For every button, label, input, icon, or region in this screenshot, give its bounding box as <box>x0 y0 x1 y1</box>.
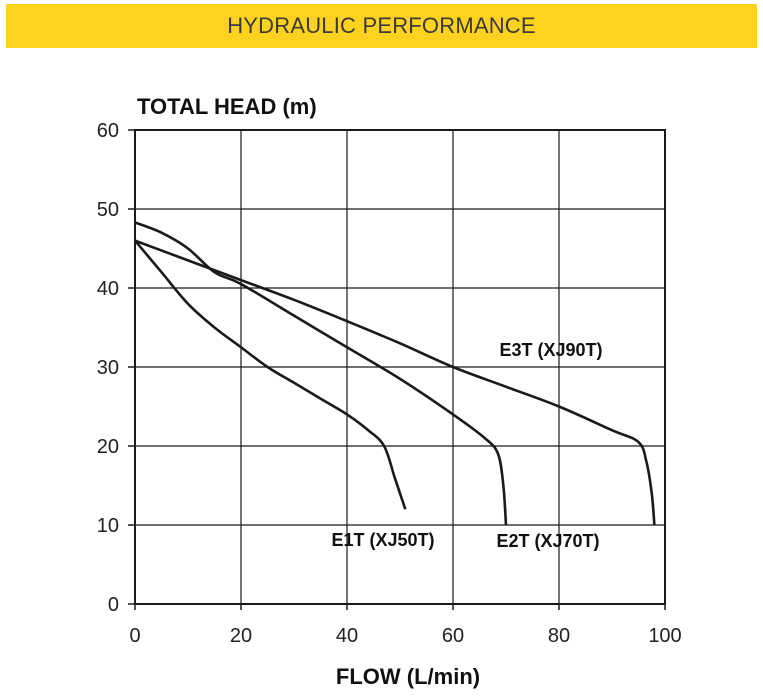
series-lines <box>134 221 656 526</box>
series-line-1 <box>134 239 407 510</box>
series-line-2 <box>134 221 508 526</box>
y-tick-label: 0 <box>108 594 119 616</box>
series-labels: E1T (XJ50T) E2T (XJ70T) E3T (XJ90T) <box>331 340 602 551</box>
x-tick-label: 80 <box>548 625 570 647</box>
x-tick-label: 40 <box>336 625 358 647</box>
y-tick-label: 20 <box>97 436 119 458</box>
series-label-2: E2T (XJ70T) <box>496 531 599 551</box>
grid <box>135 130 665 604</box>
y-tick-label: 10 <box>97 515 119 537</box>
series-label-3: E3T (XJ90T) <box>499 340 602 360</box>
y-tick-label: 60 <box>97 120 119 142</box>
x-tick-label: 20 <box>230 625 252 647</box>
x-tick-label: 60 <box>442 625 464 647</box>
y-tick-label: 40 <box>97 278 119 300</box>
y-tick-label: 30 <box>97 357 119 379</box>
header-banner: HYDRAULIC PERFORMANCE <box>6 4 757 48</box>
series-line-3 <box>134 239 656 526</box>
series-label-1: E1T (XJ50T) <box>331 530 434 550</box>
header-title: HYDRAULIC PERFORMANCE <box>227 13 536 38</box>
ticks: 0 20 40 60 80 100 0 10 20 30 40 50 60 <box>97 120 682 647</box>
x-tick-label: 0 <box>129 625 140 647</box>
x-axis-title: FLOW (L/min) <box>336 664 480 689</box>
y-tick-label: 50 <box>97 199 119 221</box>
y-axis-title: TOTAL HEAD (m) <box>137 94 317 119</box>
x-tick-label: 100 <box>648 625 681 647</box>
